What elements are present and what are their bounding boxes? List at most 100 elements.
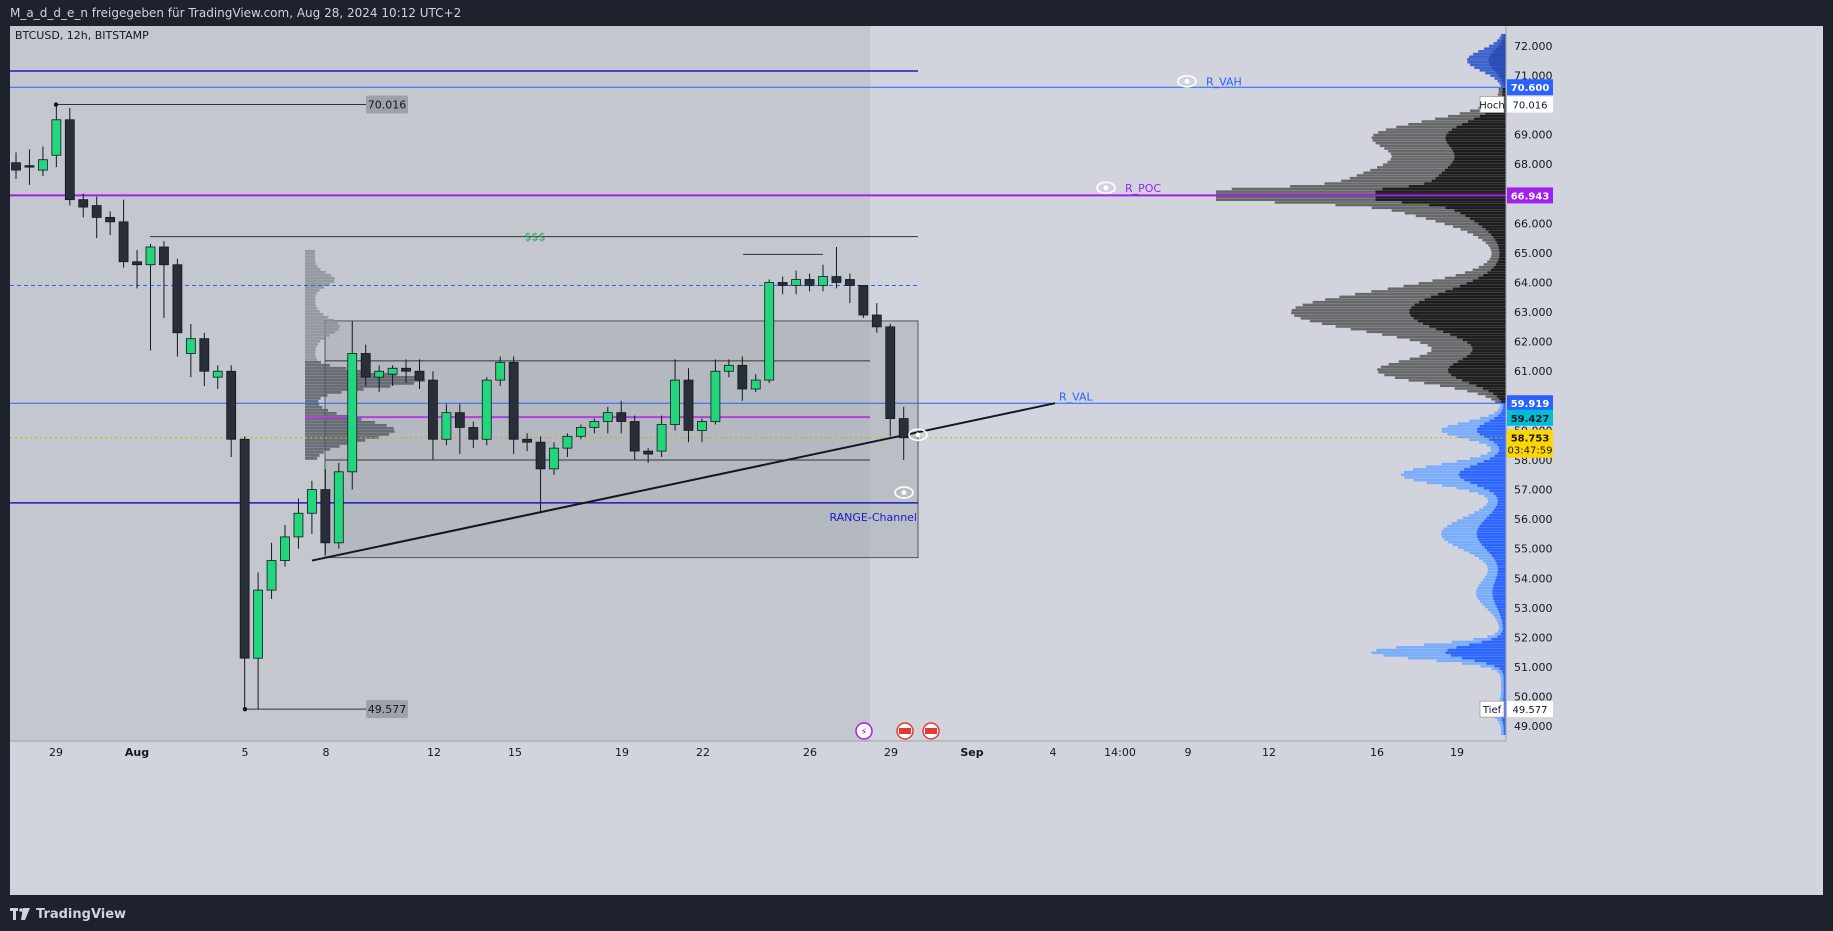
right-profile-bar <box>1335 325 1506 328</box>
right-profile-bar <box>1491 255 1506 258</box>
left-profile-bar <box>305 450 324 454</box>
right-profile-bar <box>1496 495 1506 498</box>
right-profile-bar <box>1483 47 1506 50</box>
right-profile-bar <box>1404 476 1506 479</box>
right-profile-bar <box>1489 44 1506 48</box>
x-tick-label: 29 <box>49 746 63 759</box>
left-profile-bar <box>305 378 425 382</box>
right-profile-bar <box>1500 724 1506 727</box>
right-profile-bar <box>1410 314 1506 317</box>
right-profile-bar <box>1391 155 1506 158</box>
right-profile-bar <box>1454 152 1506 156</box>
right-profile-bar <box>1486 516 1506 520</box>
right-profile-bar <box>1489 419 1506 423</box>
tief-value-bg <box>1507 701 1553 718</box>
right-profile-bar <box>1490 268 1506 272</box>
right-profile-bar <box>1482 559 1506 563</box>
right-profile-bar <box>1457 519 1506 522</box>
right-profile-bar <box>1493 236 1506 239</box>
candle-body <box>91 205 102 218</box>
candle-body <box>683 379 694 431</box>
candle-body <box>374 370 385 378</box>
right-profile-bar <box>1502 670 1506 673</box>
high-label-bg <box>366 95 408 114</box>
right-profile-bar <box>1447 433 1506 436</box>
trendline-eye-icon[interactable] <box>908 428 928 442</box>
right-profile-bar <box>1503 681 1506 684</box>
lightning-event-icon[interactable] <box>855 722 873 740</box>
right-profile-bar <box>1375 193 1506 196</box>
right-profile-bar <box>1474 511 1506 514</box>
symbol-label: BTCUSD, 12h, BITSTAMP <box>15 29 149 42</box>
right-profile-bar <box>1436 659 1506 663</box>
right-profile-bar <box>1498 257 1506 261</box>
right-profile-bar <box>1409 309 1506 312</box>
trendline[interactable] <box>311 402 1056 562</box>
right-profile-bar <box>1503 724 1506 727</box>
right-profile-bar <box>1419 300 1506 304</box>
right-profile-bar <box>1485 228 1506 231</box>
candle-body <box>78 199 89 208</box>
right-profile-bar <box>1216 195 1506 199</box>
right-profile-bar <box>1489 551 1506 555</box>
right-profile-bar <box>1497 443 1506 447</box>
left-profile-bar <box>305 303 316 307</box>
right-profile-bar <box>1378 371 1506 374</box>
right-profile-bar <box>1420 341 1506 344</box>
right-profile-bar <box>1487 271 1506 274</box>
right-profile-bar <box>1478 557 1506 560</box>
right-profile-bar <box>1485 562 1506 566</box>
right-profile-bar <box>1487 451 1506 455</box>
right-profile-bar <box>1472 346 1506 350</box>
right-profile-bar <box>1498 90 1506 94</box>
left-profile-bar <box>305 342 318 346</box>
right-profile-bar <box>1500 686 1506 690</box>
right-profile-bar <box>1339 295 1506 299</box>
right-profile-bar <box>1467 58 1506 61</box>
right-profile-bar <box>1449 365 1506 369</box>
right-profile-bar <box>1498 624 1506 628</box>
right-profile-bar <box>1484 435 1506 439</box>
left-profile-bar <box>305 285 325 289</box>
hoch-tag: Hoch <box>1479 101 1504 112</box>
right-profile-bar <box>1427 352 1506 355</box>
chart-svg[interactable]: 70.016 49.577 $$$ R_VAH R_POC R_VAL RANGE-Chan… <box>10 26 1823 895</box>
r-vah-eye-icon[interactable] <box>1177 75 1197 88</box>
right-profile-bar <box>1453 225 1506 228</box>
right-profile-bar <box>1480 416 1506 420</box>
candle-body <box>37 159 48 171</box>
right-profile-bar <box>1426 481 1506 485</box>
right-profile-bar <box>1496 562 1506 566</box>
right-profile-bar <box>1487 500 1506 503</box>
right-profile-bar <box>1497 79 1506 83</box>
right-profile-bar <box>1492 589 1506 592</box>
right-profile-bar <box>1467 230 1506 234</box>
range-eye-icon[interactable] <box>894 486 914 499</box>
r-poc-label: R_POC <box>1125 182 1161 195</box>
right-profile-bar <box>1413 317 1506 320</box>
candle-body <box>562 435 573 449</box>
r-poc-eye-icon[interactable] <box>1096 181 1116 195</box>
right-profile-bar <box>1447 141 1506 145</box>
right-profile-bar <box>1377 368 1506 371</box>
right-profile-bar <box>1497 570 1506 574</box>
right-profile-bar <box>1371 651 1506 654</box>
candle-body <box>750 379 761 390</box>
chart-area[interactable]: 70.016 49.577 $$$ R_VAH R_POC R_VAL RANGE-Chan… <box>10 26 1823 895</box>
right-profile-bar <box>1443 527 1506 530</box>
right-profile-bar <box>1216 198 1506 201</box>
left-profile-bar <box>305 270 326 274</box>
tradingview-logo-icon <box>10 908 30 920</box>
right-profile-bar <box>1451 373 1506 377</box>
right-profile-bar <box>1432 279 1506 282</box>
right-profile-bar <box>1469 643 1506 646</box>
right-profile-bar <box>1497 573 1506 576</box>
candle-body <box>118 221 129 263</box>
left-profile-bar <box>305 390 342 394</box>
right-profile-bar <box>1396 336 1506 339</box>
right-profile-bar <box>1412 468 1506 471</box>
right-profile-bar <box>1491 398 1506 401</box>
time-axis[interactable] <box>10 741 1823 895</box>
candle-body <box>804 279 815 286</box>
extra-price-badge-bg <box>1507 409 1553 426</box>
